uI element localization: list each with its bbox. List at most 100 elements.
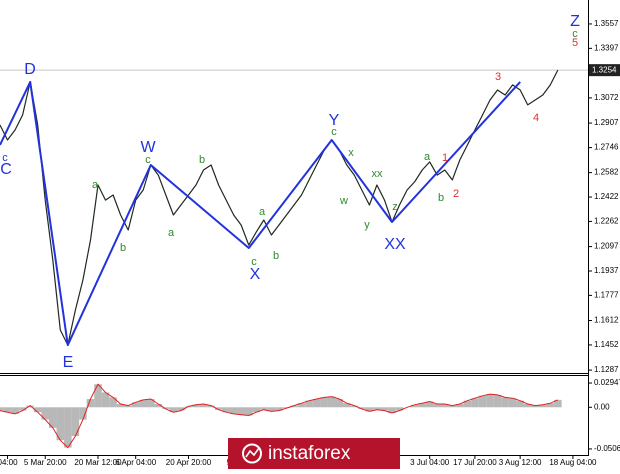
wave-label: W <box>140 139 156 156</box>
histogram-bar <box>365 407 374 412</box>
histogram-bar <box>441 403 449 408</box>
y-tick-label: 1.2746 <box>594 143 619 152</box>
histogram-bar <box>207 405 215 408</box>
histogram-bar <box>3 407 12 413</box>
histogram-bar <box>448 405 457 408</box>
histogram-bar <box>260 407 268 410</box>
wave-label: 2 <box>453 188 459 200</box>
wave-label: Z <box>570 13 580 30</box>
histogram-bar <box>290 405 298 408</box>
histogram-bar <box>11 407 19 414</box>
x-tick-label: 5 Mar 20:00 <box>24 458 67 467</box>
wave-label: D <box>24 61 36 78</box>
histogram-bar <box>169 407 178 413</box>
y-tick-label: 1.3557 <box>594 19 619 28</box>
wave-label: b <box>199 154 205 166</box>
histogram-bar <box>94 384 102 408</box>
histogram-bar <box>199 403 208 408</box>
histogram-bar <box>229 407 238 414</box>
y-tick-label: 1.3072 <box>594 93 619 102</box>
histogram-bar <box>320 397 328 408</box>
wave-line <box>0 80 521 347</box>
y-tick-label: 1.2097 <box>594 242 619 251</box>
logo-box <box>228 438 400 469</box>
current-price-label: 1.3254 <box>592 65 617 74</box>
wave-label: c <box>2 152 8 164</box>
y-tick-label: 1.2582 <box>594 168 619 177</box>
wave-label: y <box>364 219 370 231</box>
histogram-bar <box>101 392 110 408</box>
histogram-bar <box>327 396 336 408</box>
histogram-bar <box>463 400 472 408</box>
wave-label: a <box>168 227 175 239</box>
histogram-bar <box>79 407 87 420</box>
histogram-bar <box>131 402 140 408</box>
signal-line <box>0 383 559 449</box>
logo-icon <box>245 447 260 458</box>
y-tick-label: 1.2262 <box>594 217 619 226</box>
histogram-bar <box>222 407 230 413</box>
wave-label: c <box>331 126 337 138</box>
histogram-bar <box>71 407 80 437</box>
y-tick-label: 1.1612 <box>594 316 619 325</box>
histogram-bar <box>267 407 276 412</box>
histogram-bar <box>245 407 253 416</box>
y-tick-label: 1.2422 <box>594 192 619 201</box>
wave-label: b <box>273 250 279 262</box>
y-tick-label: -0.05063 <box>594 444 620 453</box>
wave-label: C <box>0 161 12 178</box>
histogram-bar <box>49 407 57 428</box>
logo-icon <box>242 443 262 464</box>
x-tick-label: 17 Jul 20:00 <box>453 458 497 467</box>
histogram-bar <box>380 407 389 411</box>
wave-label: c <box>145 154 151 166</box>
histogram-bar <box>297 403 306 408</box>
wave-label: c <box>251 256 257 268</box>
histogram-bar <box>388 407 396 414</box>
histogram-bar <box>410 404 419 408</box>
wave-label: c <box>572 28 578 40</box>
price-line <box>0 69 559 346</box>
histogram-bar <box>33 407 42 413</box>
y-tick-label: 0.02947 <box>594 378 620 387</box>
wave-label: 5 <box>572 37 578 49</box>
histogram-bar <box>237 407 245 415</box>
histogram-bar <box>214 407 223 410</box>
histogram-bar <box>26 405 34 408</box>
histogram-bar <box>531 405 539 408</box>
wave-label: 1 <box>442 152 448 164</box>
histogram-bar <box>554 399 562 408</box>
x-tick-label: 20 Apr 20:00 <box>166 458 212 467</box>
histogram-bar <box>147 399 155 408</box>
histogram-bar <box>18 407 27 411</box>
histogram-bar <box>252 407 261 413</box>
wave-label: X <box>250 266 261 283</box>
histogram-bar <box>275 407 283 411</box>
histogram-bar <box>373 407 381 410</box>
histogram-bar <box>395 407 404 411</box>
x-tick-label: 04:00 <box>0 458 18 467</box>
histogram-bar <box>456 403 464 408</box>
histogram-bar <box>418 403 426 408</box>
histogram-bar <box>335 399 343 408</box>
x-tick-label: 20 Mar 12:00 <box>74 458 122 467</box>
wave-label: b <box>438 192 444 204</box>
x-tick-label: 3 Aug 12:00 <box>499 458 542 467</box>
wave-label: E <box>63 354 74 371</box>
current-price-box <box>589 64 620 77</box>
histogram-bar <box>343 403 351 408</box>
histogram-bar <box>523 403 532 408</box>
histogram-bar <box>471 398 479 408</box>
logo-text: instaforex <box>268 443 351 464</box>
histogram-bar <box>116 403 125 408</box>
histogram-bar <box>508 398 517 408</box>
histogram-bar <box>305 400 313 408</box>
wave-label: a <box>259 206 266 218</box>
histogram-bar <box>124 405 132 408</box>
wave-label: x <box>348 147 354 159</box>
histogram-bar <box>501 397 509 408</box>
y-tick-label: 1.3397 <box>594 43 619 52</box>
wave-label: z <box>392 201 398 213</box>
